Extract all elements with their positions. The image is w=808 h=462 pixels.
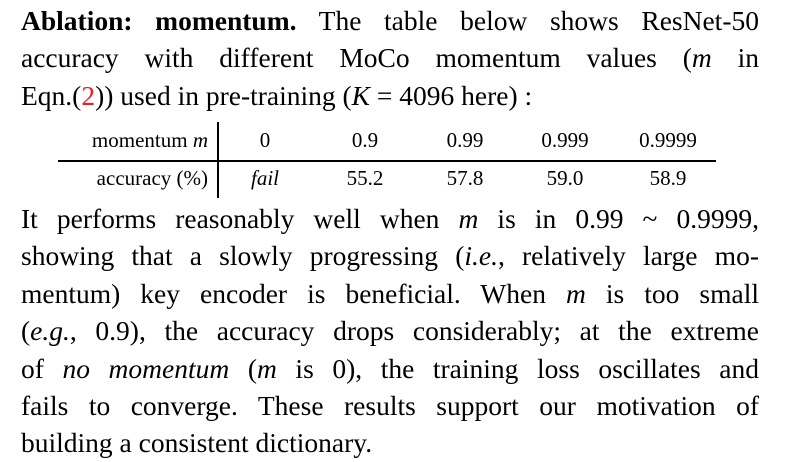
text-span: no momentum [62, 352, 230, 384]
text-span: is too small [585, 277, 759, 309]
text-span: is 0), the training loss oscillates and [276, 352, 759, 384]
table-cell: 59.0 [546, 166, 584, 190]
table-cell: 0.9999 [639, 128, 697, 152]
table-cell: 58.9 [649, 166, 687, 190]
text-span: It performs reasonably well when [21, 203, 459, 234]
math-variable-m: m [458, 203, 479, 234]
text-span: e.g. [30, 315, 70, 347]
text-span: momentum [91, 128, 193, 152]
text-span: in [711, 42, 759, 74]
text-span: is in 0.99 ~ 0.9999, [478, 203, 759, 234]
text-span: = 4096 here) : [370, 79, 533, 111]
text-line: (e.g., 0.9), the accuracy drops consider… [21, 312, 759, 349]
text-span: , 0.9), the accuracy drops considerably;… [69, 315, 759, 347]
table-header-label: momentum m [58, 128, 208, 153]
table-cell: 55.2 [346, 166, 384, 190]
text-line: showing that a slowly progressing (i.e.,… [21, 237, 759, 274]
text-span: i.e. [464, 240, 498, 272]
table-row: accuracy (%) fail 55.2 57.8 59.0 58.9 [58, 160, 716, 198]
text-span: )) used in pre-training ( [95, 79, 352, 111]
text-line: building a consistent dictionary. [21, 424, 759, 461]
table-column-divider [217, 122, 219, 198]
table-header-row: momentum m 0 0.9 0.99 0.999 0.9999 [58, 122, 716, 160]
momentum-accuracy-table: momentum m 0 0.9 0.99 0.999 0.9999 accur… [58, 122, 716, 198]
text-span: of [21, 352, 63, 384]
table-cell: 0.9 [351, 128, 379, 152]
text-span: showing that a slowly progressing ( [21, 240, 465, 272]
math-variable-m: m [565, 277, 586, 309]
text-line: accuracy with different MoCo momentum va… [21, 39, 759, 76]
text-line: It performs reasonably well when m is in… [21, 200, 759, 237]
text-line: mentum) key encoder is beneficial. When … [21, 275, 759, 312]
table-cell: 0 [259, 128, 271, 152]
text-line: fails to converge. These results support… [21, 387, 759, 424]
table-rule [58, 160, 716, 162]
text-span: ( [21, 315, 31, 347]
text-span: The table below shows ResNet-50 [296, 5, 759, 36]
equation-reference-link[interactable]: 2 [81, 79, 96, 111]
text-span: ( [229, 352, 257, 384]
text-span: Eqn.( [21, 79, 82, 111]
ablation-paragraph-bottom: It performs reasonably well when m is in… [21, 200, 759, 462]
text-line: Ablation: momentum. The table below show… [21, 2, 759, 39]
table-cell: 0.99 [446, 128, 484, 152]
text-span: building a consistent dictionary. [21, 427, 373, 459]
text-span: fails to converge. These results support… [21, 389, 759, 421]
math-variable-m: m [256, 352, 277, 384]
table-row-label: accuracy (%) [96, 166, 208, 190]
math-variable-m: m [192, 128, 208, 152]
math-variable-k: K [351, 79, 371, 111]
table-cell: fail [250, 166, 279, 190]
math-variable-m: m [691, 42, 712, 74]
table-cell: 57.8 [446, 166, 484, 190]
ablation-paragraph-top: Ablation: momentum. The table below show… [21, 2, 759, 114]
text-span: , relatively large mo- [497, 240, 759, 272]
table-cell: 0.999 [541, 128, 589, 152]
text-span: accuracy with different MoCo momentum va… [21, 42, 692, 74]
text-line: Eqn.(2)) used in pre-training (K = 4096 … [21, 77, 759, 114]
text-line: of no momentum (m is 0), the training lo… [21, 350, 759, 387]
text-span: mentum) key encoder is beneficial. When [21, 277, 566, 309]
paragraph-heading: Ablation: momentum. [21, 5, 297, 36]
